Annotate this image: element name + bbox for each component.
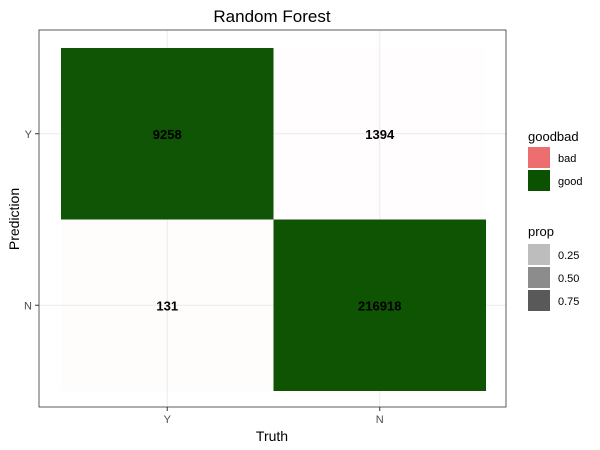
legend-goodbad-key [528, 147, 550, 168]
x-tick-label: Y [164, 414, 172, 426]
legend-prop-key [528, 290, 550, 311]
x-tick-label: N [376, 414, 384, 426]
legend-goodbad-label: good [558, 176, 582, 188]
legend-goodbad-label: bad [558, 153, 576, 165]
legend-prop-key [528, 244, 550, 265]
cell-value-label: 1394 [365, 127, 395, 142]
heatmap-cell [61, 48, 274, 220]
cell-value-label: 131 [156, 298, 178, 313]
axis-ticks: Y N Y N [24, 129, 384, 426]
heatmap-cells: 9258 1394 131 216918 [38, 29, 507, 408]
x-axis-title: Truth [256, 428, 288, 444]
y-axis-title: Prediction [6, 188, 22, 250]
legend-prop-label: 0.75 [558, 296, 579, 308]
cell-value-label: 216918 [358, 298, 401, 313]
y-tick-label: N [24, 300, 32, 312]
legend-prop-title: prop [528, 224, 554, 239]
legend-prop-label: 0.25 [558, 250, 579, 262]
legend-prop: prop 0.25 0.50 0.75 [528, 224, 579, 311]
cell-value-label: 9258 [153, 127, 182, 142]
heatmap-cell [273, 219, 486, 391]
legend-prop-key [528, 267, 550, 288]
y-tick-label: Y [25, 129, 33, 141]
panel-border [38, 29, 507, 408]
legend-goodbad-title: goodbad [528, 129, 579, 144]
legend-goodbad-key [528, 170, 550, 191]
legend-goodbad: goodbad bad good [528, 129, 582, 191]
chart-title: Random Forest [213, 7, 330, 26]
legend-prop-label: 0.50 [558, 273, 579, 285]
